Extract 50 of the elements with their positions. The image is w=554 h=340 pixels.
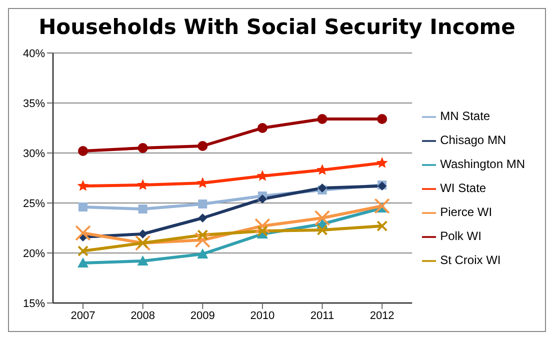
point	[138, 230, 148, 238]
point	[78, 202, 88, 212]
x-tick-label: 2007	[70, 310, 96, 322]
x-tick-label: 2008	[130, 310, 156, 322]
y-tick-label: 15%	[22, 298, 46, 310]
point	[78, 146, 88, 156]
y-tick-label: 40%	[22, 48, 46, 60]
x-tick-label: 2011	[310, 310, 334, 322]
point	[317, 114, 328, 124]
point	[78, 258, 88, 268]
point	[197, 230, 208, 240]
x-tick-label: 2012	[370, 310, 394, 322]
point	[198, 141, 208, 151]
point	[78, 246, 88, 256]
point	[377, 114, 388, 124]
point	[194, 232, 211, 248]
point	[75, 225, 91, 241]
point	[258, 194, 267, 204]
point	[198, 200, 208, 208]
y-tick-label: 20%	[22, 248, 46, 260]
point	[138, 143, 148, 153]
legend-label: St Croix WI	[440, 253, 501, 267]
point	[256, 226, 268, 236]
legend-label: Pierce WI	[440, 205, 492, 219]
point	[376, 157, 388, 168]
point	[77, 180, 89, 191]
point	[376, 220, 388, 232]
point	[137, 179, 149, 190]
point	[316, 164, 328, 175]
legend-label: WI State	[440, 181, 486, 195]
point	[257, 123, 268, 133]
point	[197, 248, 208, 258]
chart-title: Households With Social Security Income	[38, 14, 516, 41]
legend-label: Chisago MN	[440, 133, 506, 147]
point	[138, 204, 148, 214]
point	[198, 214, 208, 222]
y-tick-label: 30%	[22, 148, 46, 160]
x-tick-label: 2010	[250, 310, 275, 322]
point	[256, 170, 268, 181]
legend-label: Polk WI	[440, 229, 482, 243]
legend-label: MN State	[440, 109, 490, 123]
point	[254, 218, 270, 234]
point	[316, 224, 328, 236]
point	[314, 210, 330, 226]
point	[137, 256, 148, 266]
y-tick-label: 25%	[22, 198, 46, 210]
y-tick-label: 35%	[22, 98, 46, 110]
legend-label: Washington MN	[440, 157, 525, 171]
x-tick-label: 2009	[190, 310, 215, 322]
point	[374, 198, 390, 214]
